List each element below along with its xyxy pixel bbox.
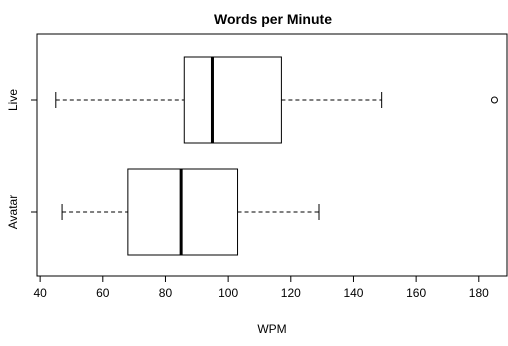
x-tick-label-180: 180 xyxy=(469,286,489,300)
chart-title: Words per Minute xyxy=(214,11,332,27)
plot-frame xyxy=(36,33,508,277)
x-tick-label-160: 160 xyxy=(406,286,426,300)
x-tick-label-100: 100 xyxy=(218,286,238,300)
outlier-live-0 xyxy=(490,96,498,104)
y-tick-label-live: Live xyxy=(6,89,20,111)
x-tick-label-80: 80 xyxy=(159,286,173,300)
box-live xyxy=(183,56,282,144)
x-axis-label: WPM xyxy=(257,322,286,336)
x-tick-label-60: 60 xyxy=(96,286,110,300)
box-avatar xyxy=(127,168,239,256)
chart-axes: Live Avatar 40 60 80 100 120 140 160 180 xyxy=(6,89,489,300)
x-tick-label-140: 140 xyxy=(343,286,363,300)
y-tick-label-avatar: Avatar xyxy=(6,195,20,229)
x-tick-label-40: 40 xyxy=(33,286,47,300)
chart-marks xyxy=(55,56,498,256)
x-tick-label-120: 120 xyxy=(281,286,301,300)
